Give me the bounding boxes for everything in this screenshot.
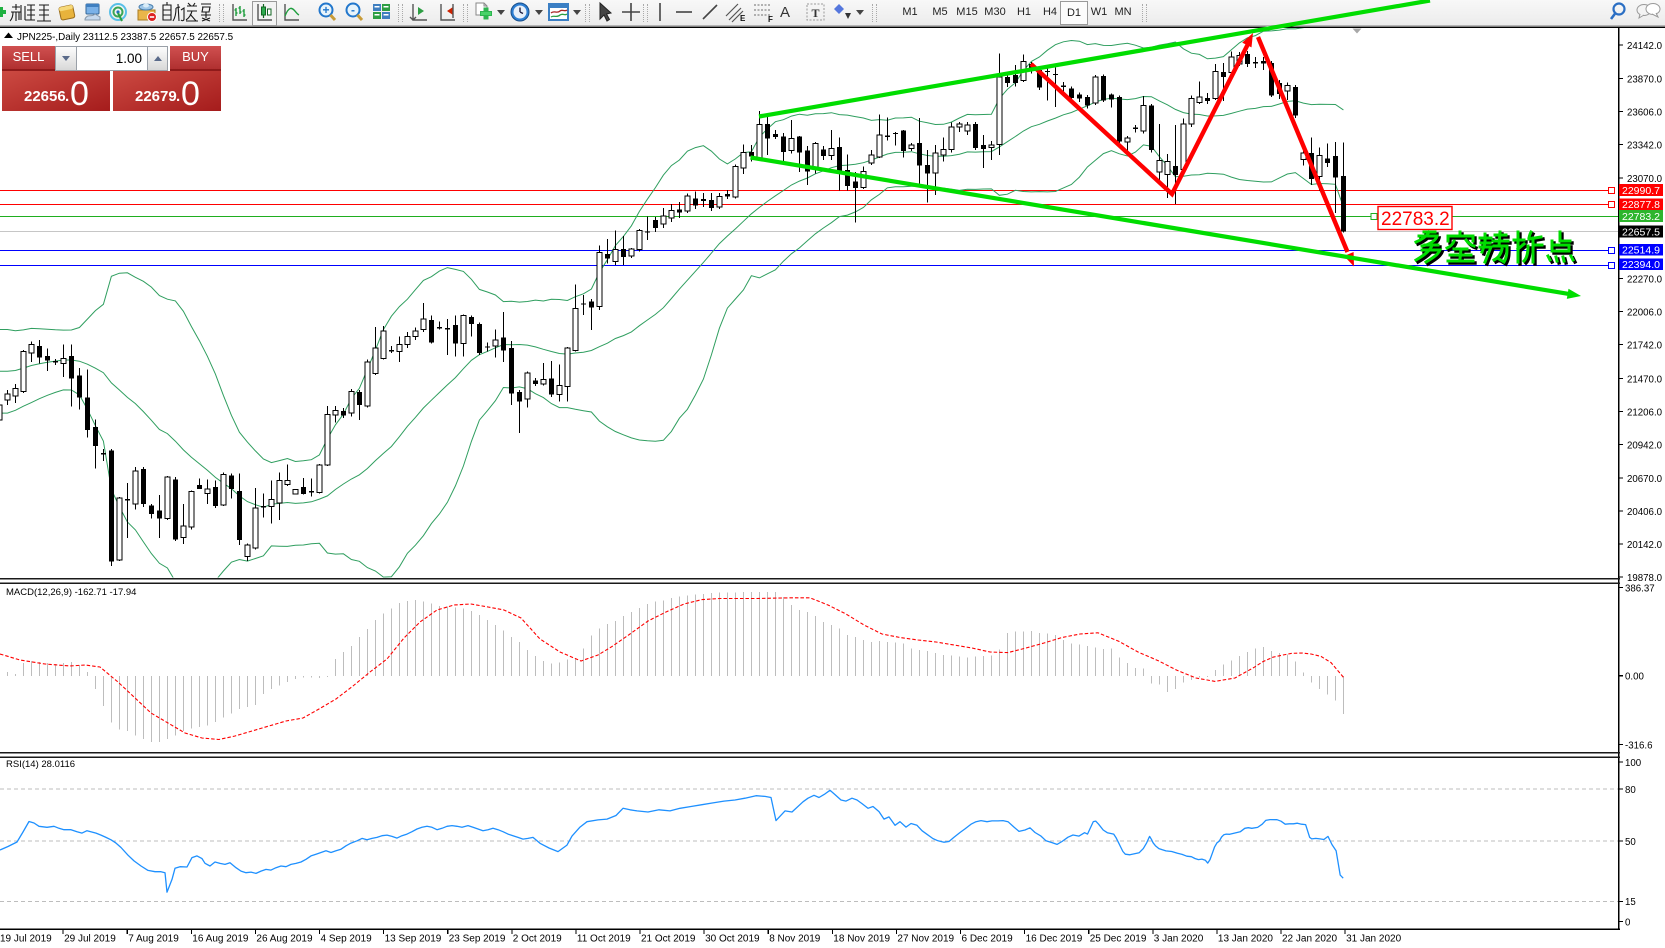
svg-text:21206.0: 21206.0 [1627,407,1663,418]
svg-text:+: + [322,3,329,17]
svg-text:23070.0: 23070.0 [1627,174,1663,185]
svg-text:JPN225-,Daily 23112.5 23387.5: JPN225-,Daily 23112.5 23387.5 22657.5 22… [17,32,234,43]
svg-text:19 Jul 2019: 19 Jul 2019 [0,934,52,945]
svg-text:22657.5: 22657.5 [1622,226,1660,238]
svg-text:F: F [768,15,773,24]
svg-text:7 Aug 2019: 7 Aug 2019 [128,934,179,945]
svg-text:23606.0: 23606.0 [1627,107,1663,118]
svg-text:E: E [740,14,746,23]
svg-text:23 Sep 2019: 23 Sep 2019 [449,934,506,945]
svg-text:18 Nov 2019: 18 Nov 2019 [833,934,890,945]
svg-text:13 Sep 2019: 13 Sep 2019 [385,934,442,945]
svg-text:31 Jan 2020: 31 Jan 2020 [1346,934,1401,945]
svg-text:0.00: 0.00 [1625,672,1644,683]
svg-text:22006.0: 22006.0 [1627,307,1663,318]
svg-text:20942.0: 20942.0 [1627,440,1663,451]
svg-text:50: 50 [1625,837,1636,848]
svg-text:27 Nov 2019: 27 Nov 2019 [897,934,954,945]
svg-text:11 Oct 2019: 11 Oct 2019 [577,934,631,945]
svg-text:80: 80 [1625,785,1636,796]
svg-text:20670.0: 20670.0 [1627,474,1663,485]
svg-text:22394.0: 22394.0 [1622,259,1660,271]
svg-text:3 Jan 2020: 3 Jan 2020 [1154,934,1204,945]
svg-text:24142.0: 24142.0 [1627,41,1663,52]
svg-text:26 Aug 2019: 26 Aug 2019 [256,934,313,945]
svg-text:29 Jul 2019: 29 Jul 2019 [64,934,116,945]
svg-text:2 Oct 2019: 2 Oct 2019 [513,934,562,945]
svg-text:20406.0: 20406.0 [1627,507,1663,518]
svg-text:21 Oct 2019: 21 Oct 2019 [641,934,696,945]
svg-text:8 Nov 2019: 8 Nov 2019 [769,934,821,945]
svg-text:16 Dec 2019: 16 Dec 2019 [1026,934,1083,945]
svg-text:23870.0: 23870.0 [1627,74,1663,85]
svg-text:23342.0: 23342.0 [1627,140,1663,151]
svg-text:30 Oct 2019: 30 Oct 2019 [705,934,760,945]
svg-text:16 Aug 2019: 16 Aug 2019 [192,934,249,945]
svg-text:100: 100 [1625,758,1642,769]
svg-text:22877.8: 22877.8 [1622,199,1660,211]
svg-text:22 Jan 2020: 22 Jan 2020 [1282,934,1337,945]
svg-text:T: T [811,6,819,20]
svg-text:RSI(14) 28.0116: RSI(14) 28.0116 [6,759,75,770]
svg-text:15: 15 [1625,897,1636,908]
svg-text:22514.9: 22514.9 [1622,245,1660,257]
svg-text:13 Jan 2020: 13 Jan 2020 [1218,934,1273,945]
svg-text:22990.7: 22990.7 [1622,185,1660,197]
svg-text:21742.0: 21742.0 [1627,340,1663,351]
svg-text:22270.0: 22270.0 [1627,274,1663,285]
svg-text:-316.6: -316.6 [1625,741,1652,752]
svg-text:22783.2: 22783.2 [1381,209,1450,230]
svg-text:4 Sep 2019: 4 Sep 2019 [321,934,373,945]
svg-text:21470.0: 21470.0 [1627,374,1663,385]
svg-text:19878.0: 19878.0 [1627,573,1663,584]
svg-text:0: 0 [1625,917,1631,928]
svg-text:22783.2: 22783.2 [1622,211,1660,223]
svg-text:386.37: 386.37 [1625,583,1655,594]
svg-text:-: - [351,3,355,17]
svg-text:MACD(12,26,9) -162.71 -17.94: MACD(12,26,9) -162.71 -17.94 [6,587,136,598]
svg-text:6 Dec 2019: 6 Dec 2019 [962,934,1014,945]
svg-text:20142.0: 20142.0 [1627,540,1663,551]
svg-text:25 Dec 2019: 25 Dec 2019 [1090,934,1147,945]
